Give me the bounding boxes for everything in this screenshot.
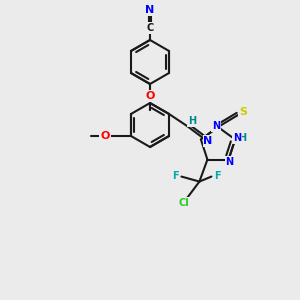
Text: O: O: [145, 91, 155, 101]
Text: H: H: [188, 116, 196, 126]
Text: Cl: Cl: [178, 198, 189, 208]
Text: F: F: [172, 171, 179, 181]
Text: N: N: [233, 134, 241, 143]
Text: O: O: [100, 131, 110, 141]
Text: N: N: [146, 5, 154, 15]
Text: F: F: [214, 171, 221, 181]
Text: N: N: [212, 121, 220, 131]
Text: C: C: [146, 23, 154, 33]
Text: N: N: [226, 157, 234, 166]
Text: N: N: [203, 136, 213, 146]
Text: H: H: [238, 134, 246, 143]
Text: S: S: [239, 107, 247, 117]
